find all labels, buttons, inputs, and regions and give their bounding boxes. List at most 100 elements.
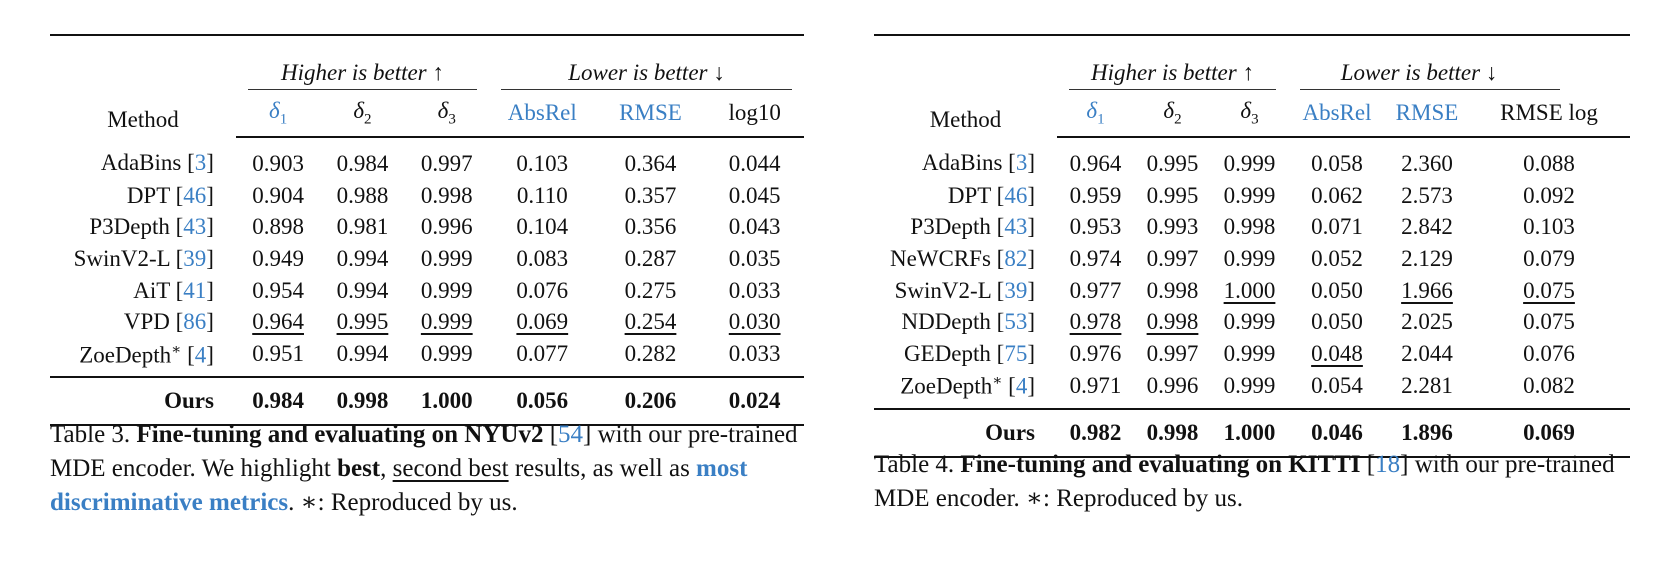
method-name: ZoeDepth∗ [4] [900, 373, 1035, 399]
citation-link[interactable]: 4 [194, 342, 207, 368]
table-row: AiT [41] 0.954 0.994 0.999 0.076 0.275 0.033 [50, 275, 804, 307]
citation-link[interactable]: 39 [1004, 277, 1028, 303]
metric-value: 0.998 [1223, 214, 1276, 240]
metric-value: 0.079 [1523, 245, 1575, 271]
metric-header: AbsRel [488, 90, 596, 138]
citation-link[interactable]: 86 [183, 309, 207, 335]
metric-header: δ1 [1057, 90, 1134, 138]
metric-value: 0.110 [516, 182, 568, 208]
metric-value: 0.062 [1311, 182, 1363, 208]
metric-value: 0.075 [1523, 277, 1575, 303]
metric-value: 0.964 [1069, 150, 1122, 176]
table-row: VPD [86] 0.964 0.995 0.999 0.069 0.254 0.030 [50, 306, 804, 338]
metric-value: 0.282 [624, 340, 677, 366]
metric-value: 0.357 [624, 182, 677, 208]
metric-value: 0.997 [1146, 340, 1199, 366]
metric-value: 0.995 [1146, 182, 1199, 208]
metric-header: RMSE [595, 90, 706, 138]
table-row: GEDepth [75] 0.976 0.997 0.999 0.048 2.044 0.0… [874, 338, 1630, 370]
metric-header: AbsRel [1288, 90, 1386, 138]
metric-value: 0.978 [1069, 309, 1122, 335]
metric-value: 0.982 [1057, 407, 1134, 458]
metric-header: δ3 [1211, 90, 1288, 138]
metric-value: 0.984 [336, 150, 389, 176]
metric-value: 0.999 [1223, 150, 1276, 176]
metric-value: 0.088 [1523, 150, 1575, 176]
citation-link[interactable]: 39 [183, 245, 207, 271]
metric-value: 1.000 [1223, 277, 1276, 303]
table-row: DPT [46] 0.959 0.995 0.999 0.062 2.573 0.092 [874, 180, 1630, 212]
citation-link[interactable]: 54 [558, 421, 584, 448]
citation-link[interactable]: 43 [183, 214, 207, 240]
metric-value: 0.974 [1069, 245, 1122, 271]
metric-value: 0.206 [595, 375, 706, 426]
metric-value: 0.998 [1134, 407, 1211, 458]
lower-is-better-header: Lower is better ↓ [489, 35, 804, 90]
method-header: Method [107, 107, 179, 132]
metric-value: 0.024 [705, 375, 804, 426]
citation-link[interactable]: 43 [1004, 214, 1028, 240]
metric-value: 0.104 [516, 214, 569, 240]
metric-value: 0.999 [420, 245, 473, 271]
ours-row: Ours 0.984 0.998 1.000 0.056 0.206 0.024 [50, 375, 804, 426]
table-row: DPT [46] 0.904 0.988 0.998 0.110 0.357 0.045 [50, 180, 804, 212]
caption-prefix: Table 4. [874, 451, 955, 478]
metric-value: 0.045 [728, 182, 781, 208]
metric-value: 2.044 [1401, 340, 1453, 366]
citation-link[interactable]: 53 [1004, 309, 1028, 335]
method-name: SwinV2-L [39] [894, 277, 1035, 303]
metric-value: 0.033 [728, 277, 781, 303]
metric-value: 0.999 [1223, 309, 1276, 335]
group-header-row: Method Higher is better ↑ Lower is bette… [874, 35, 1630, 132]
metric-value: 0.046 [1288, 407, 1386, 458]
citation-link[interactable]: 41 [183, 277, 207, 303]
metric-value: 0.903 [252, 150, 304, 176]
citation-link[interactable]: 82 [1004, 245, 1028, 271]
metric-value: 0.056 [488, 375, 596, 426]
lower-is-better-header: Lower is better ↓ [1288, 35, 1630, 90]
caption-best: best [337, 455, 381, 482]
metric-value: 0.364 [624, 150, 677, 176]
citation-link[interactable]: 75 [1004, 340, 1028, 366]
caption-prefix: Table 3. [50, 421, 131, 448]
metric-value: 0.275 [624, 277, 677, 303]
metric-value: 2.842 [1401, 214, 1453, 240]
metric-value: 0.069 [516, 309, 569, 335]
metric-value: 2.360 [1401, 150, 1453, 176]
metric-value: 0.994 [336, 340, 389, 366]
metric-value: 0.075 [1523, 309, 1575, 335]
table-4-grid: Method Higher is better ↑ Lower is bette… [874, 34, 1630, 458]
metric-value: 0.103 [1523, 214, 1575, 240]
metric-value: 0.964 [252, 309, 304, 335]
table-row: SwinV2-L [39] 0.977 0.998 1.000 0.050 1.966 0.… [874, 275, 1630, 307]
metric-header: RMSE log [1468, 90, 1630, 138]
metric-value: 0.976 [1069, 340, 1122, 366]
metric-value: 0.998 [320, 375, 405, 426]
metric-value: 0.044 [728, 150, 781, 176]
metric-value: 0.981 [336, 214, 389, 240]
metric-value: 0.254 [624, 309, 677, 335]
metric-value: 0.050 [1311, 277, 1363, 303]
citation-link[interactable]: 3 [1015, 150, 1028, 176]
citation-link[interactable]: 46 [183, 182, 207, 208]
metric-header: δ2 [1134, 90, 1211, 138]
metric-value: 0.997 [420, 150, 473, 176]
method-name: AdaBins [3] [100, 150, 214, 176]
metric-value: 0.999 [1223, 372, 1276, 398]
metric-value: 0.998 [420, 182, 473, 208]
metric-value: 2.025 [1401, 309, 1453, 335]
citation-link[interactable]: 4 [1015, 373, 1028, 399]
metric-value: 0.030 [728, 309, 781, 335]
table-row: SwinV2-L [39] 0.949 0.994 0.999 0.083 0.287 0.… [50, 243, 804, 275]
citation-link[interactable]: 3 [194, 150, 207, 176]
citation-link[interactable]: 18 [1375, 451, 1401, 478]
metric-value: 0.999 [1223, 182, 1276, 208]
metric-value: 0.994 [336, 277, 389, 303]
table-row: NeWCRFs [82] 0.974 0.997 0.999 0.052 2.129 0.0… [874, 243, 1630, 275]
table-row: AdaBins [3] 0.964 0.995 0.999 0.058 2.360 0.08… [874, 137, 1630, 180]
metric-value: 0.054 [1311, 372, 1363, 398]
citation-link[interactable]: 46 [1004, 182, 1028, 208]
caption-text: results, as well as [508, 455, 697, 482]
metric-value: 0.069 [1468, 407, 1630, 458]
caption-title: Fine-tuning and evaluating on KITTI [960, 451, 1361, 478]
